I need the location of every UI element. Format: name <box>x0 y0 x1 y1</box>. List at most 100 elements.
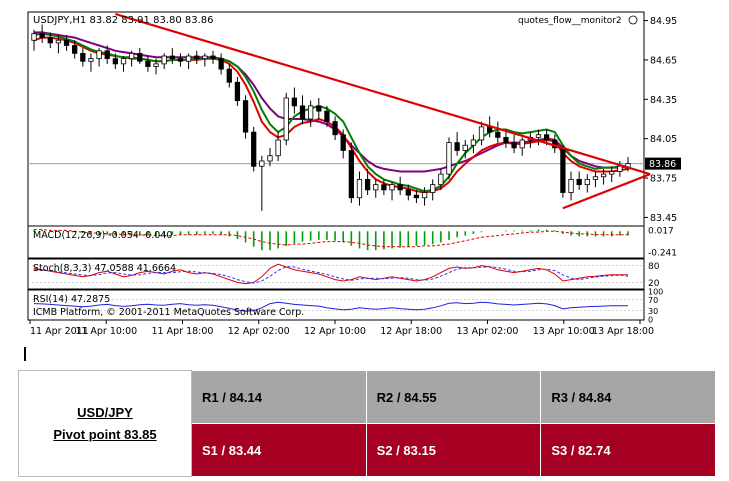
candle-body <box>438 173 444 186</box>
indicator-label: quotes_flow__monitor2 <box>518 16 622 26</box>
candle-body <box>373 184 379 191</box>
pivot-point: Pivot point 83.85 <box>53 426 157 442</box>
price-tick-label: 84.65 <box>650 55 677 66</box>
s2-cell: S2 / 83.15 <box>365 423 542 477</box>
candle-body <box>413 194 420 199</box>
candle-body <box>120 58 127 65</box>
candle-body <box>63 39 70 46</box>
candle-body <box>470 139 477 146</box>
candle-body <box>177 58 184 62</box>
candle-body <box>584 178 590 186</box>
candle-body <box>364 178 371 191</box>
symbol-line: USDJPY,H1 83.82 83.91 83.80 83.86 <box>33 15 214 26</box>
candle-body <box>153 63 159 67</box>
candle-body <box>511 142 517 149</box>
candle-body <box>169 55 175 60</box>
candle-body <box>478 126 485 141</box>
copyright-text: ICMB Platform, © 2001-2011 MetaQuotes So… <box>33 307 304 318</box>
candle-body <box>503 136 509 144</box>
candle-body <box>242 100 249 133</box>
candle-body <box>609 171 615 175</box>
rsi-tick-label: 100 <box>648 288 663 297</box>
candle-body <box>446 142 452 175</box>
candle-body <box>210 55 216 60</box>
candle-body <box>275 139 281 157</box>
trendline <box>562 173 651 210</box>
time-tick-label: 13 Apr 10:00 <box>533 326 595 337</box>
time-tick-label: 12 Apr 18:00 <box>380 326 442 337</box>
price-axis: 84.95 84.65 84.35 84.05 83.75 83.45 <box>644 16 677 224</box>
candle-body <box>421 192 428 199</box>
r3-cell: R3 / 84.84 <box>540 370 716 424</box>
r1-cell: R1 / 84.14 <box>191 370 367 424</box>
candle-body <box>31 33 37 41</box>
candle-body <box>185 55 192 62</box>
candle-body <box>519 139 525 149</box>
rsi-panel-frame <box>27 289 645 321</box>
macd-indicator: 0.017 -0.241 <box>33 226 677 258</box>
stoch-label: Stoch(8,3,3) 47.0588 41.6664 <box>33 263 176 274</box>
candle-body <box>356 178 363 199</box>
trendline <box>115 12 651 176</box>
time-tick-label: 13 Apr 02:00 <box>457 326 519 337</box>
candle-body <box>462 144 468 151</box>
candle-body <box>495 131 501 138</box>
candle-body <box>308 105 314 120</box>
candle-body <box>535 134 542 138</box>
candle-body <box>340 134 346 151</box>
price-tick-label: 83.75 <box>650 174 677 185</box>
candle-body <box>568 178 574 193</box>
pivot-table: USD/JPY Pivot point 83.85 R1 / 84.14 R2 … <box>18 370 716 477</box>
candle-body <box>348 150 354 199</box>
candle-body <box>259 160 265 167</box>
candle-body <box>592 176 599 180</box>
trendlines <box>115 12 651 210</box>
time-tick-label: 11 Apr 10:00 <box>75 326 137 337</box>
candle-body <box>251 131 257 167</box>
candle-body <box>405 189 411 196</box>
pair-name: USD/JPY <box>77 404 133 420</box>
candlesticks <box>31 24 631 211</box>
candle-body <box>324 110 330 123</box>
stoch-main-line <box>33 263 628 285</box>
forex-chart: 84.95 84.65 84.35 84.05 83.75 83.45 USDJPY,H1… <box>27 11 681 337</box>
candle-body <box>543 134 550 141</box>
stoch-signal-line <box>33 266 629 284</box>
candle-body <box>112 58 119 65</box>
candle-body <box>316 105 322 112</box>
s1-cell: S1 / 83.44 <box>191 423 367 477</box>
rsi-tick-label: 0 <box>648 316 653 325</box>
stoch-tick-label: 20 <box>648 279 660 289</box>
time-tick-label: 11 Apr 18:00 <box>152 326 214 337</box>
candle-body <box>72 45 78 54</box>
candle-body <box>47 37 53 44</box>
candle-body <box>389 184 395 191</box>
candle-body <box>194 55 200 60</box>
candle-body <box>137 52 143 62</box>
candle-body <box>617 165 623 172</box>
candle-body <box>129 52 135 60</box>
text-cursor <box>24 347 26 361</box>
r2-cell: R2 / 84.55 <box>365 370 542 424</box>
price-tick-label: 84.05 <box>650 134 677 145</box>
s3-cell: S3 / 82.74 <box>540 423 716 477</box>
time-tick-label: 13 Apr 18:00 <box>592 326 654 337</box>
candle-body <box>332 121 338 136</box>
rsi-tick-label: 70 <box>648 296 658 305</box>
smiley-icon <box>628 15 638 25</box>
current-price-text: 83.86 <box>649 159 676 170</box>
stoch-panel-frame <box>27 258 645 290</box>
price-tick-label: 83.45 <box>650 213 677 224</box>
candle-body <box>430 184 436 193</box>
candle-body <box>145 60 151 67</box>
current-price-tag <box>645 157 681 170</box>
candle-body <box>267 155 273 162</box>
main-panel-frame <box>27 11 645 227</box>
price-tick-label: 84.95 <box>650 16 677 27</box>
candle-body <box>161 55 167 65</box>
stochastic-indicator: 80 20 <box>28 262 660 289</box>
rsi-label: RSI(14) 47.2875 <box>33 294 110 305</box>
candle-body <box>381 184 387 191</box>
